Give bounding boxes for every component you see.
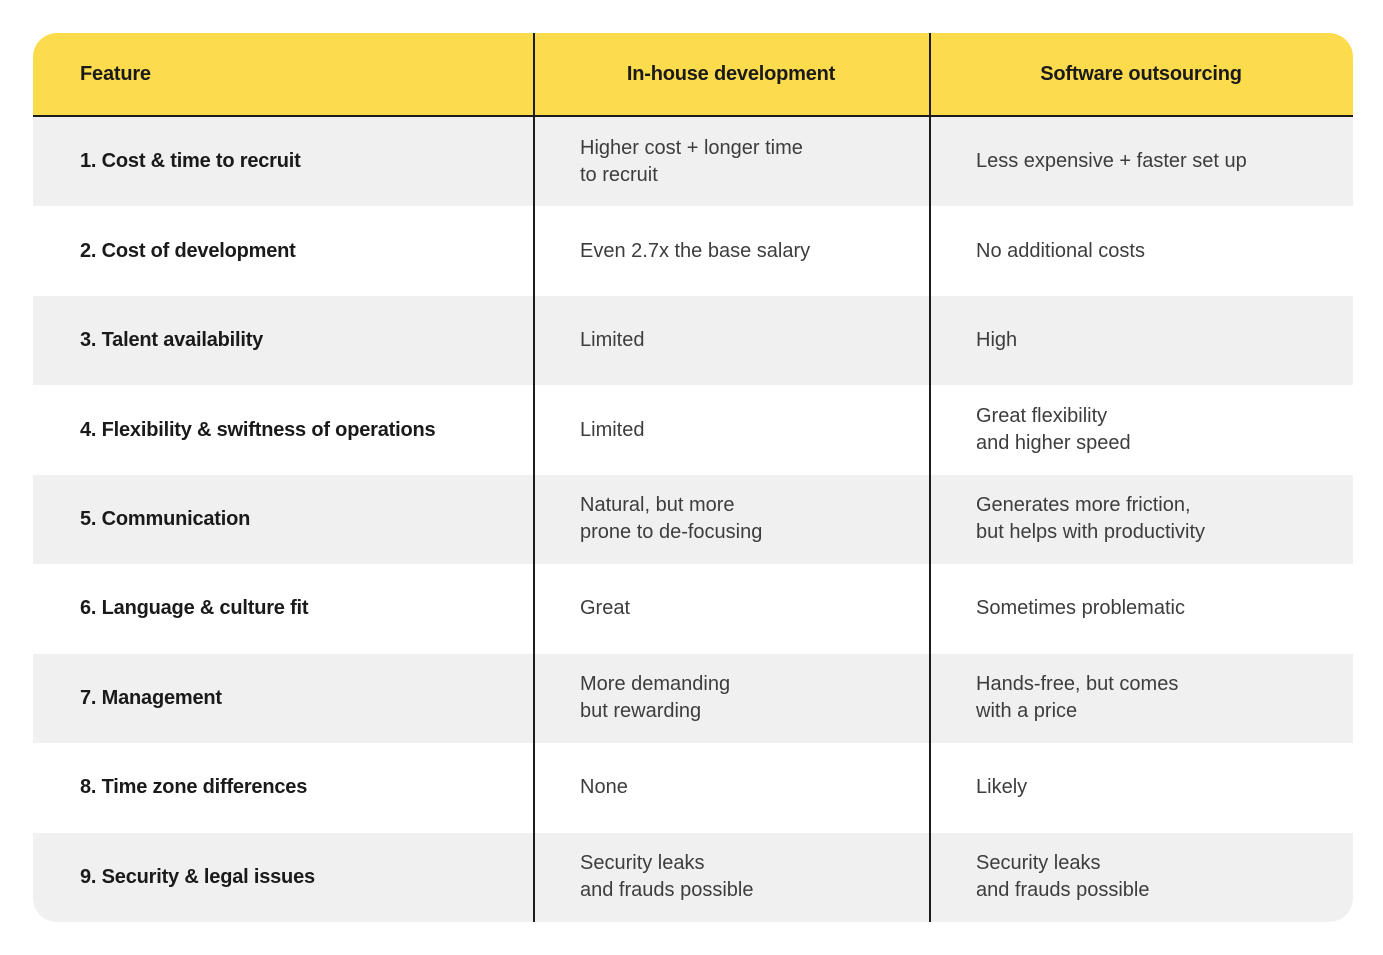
inhouse-cell: Limited	[580, 329, 645, 352]
outsourcing-cell: Generates more friction, but helps with …	[976, 494, 1206, 544]
table-row: 6. Language & culture fit Great Sometime…	[33, 564, 1353, 654]
feature-cell: 4. Flexibility & swiftness of operations	[80, 418, 436, 441]
inhouse-cell: Security leaks and frauds possible	[580, 852, 754, 902]
outsourcing-cell: Security leaks and frauds possible	[976, 852, 1150, 902]
outsourcing-cell: Hands-free, but comes with a price	[976, 673, 1179, 723]
feature-cell: 9. Security & legal issues	[80, 865, 315, 888]
feature-cell: 1. Cost & time to recruit	[80, 150, 301, 173]
column-divider	[929, 33, 931, 922]
feature-cell: 8. Time zone differences	[80, 776, 308, 799]
outsourcing-cell: Less expensive + faster set up	[976, 150, 1247, 173]
table-row: 8. Time zone differences None Likely	[33, 743, 1353, 833]
table-row: 4. Flexibility & swiftness of operations…	[33, 385, 1353, 475]
table-row: 7. Management More demanding but rewardi…	[33, 653, 1353, 744]
table-row: 5. Communication Natural, but more prone…	[33, 474, 1353, 565]
feature-cell: 6. Language & culture fit	[80, 597, 309, 620]
table-row: 1. Cost & time to recruit Higher cost + …	[33, 117, 1353, 207]
inhouse-cell: Great	[580, 597, 631, 620]
feature-cell: 3. Talent availability	[80, 329, 264, 352]
outsourcing-cell: Sometimes problematic	[976, 597, 1185, 620]
comparison-table: Feature In-house development Software ou…	[33, 33, 1353, 922]
feature-cell: 2. Cost of development	[80, 239, 296, 262]
table-row: 9. Security & legal issues Security leak…	[33, 832, 1353, 922]
inhouse-cell: Even 2.7x the base salary	[580, 239, 811, 262]
header-feature: Feature	[80, 62, 151, 85]
header-inhouse: In-house development	[626, 62, 836, 85]
inhouse-cell: Natural, but more prone to de-focusing	[580, 494, 763, 544]
table-row: 2. Cost of development Even 2.7x the bas…	[33, 206, 1353, 296]
outsourcing-cell: No additional costs	[976, 239, 1145, 262]
inhouse-cell: More demanding but rewarding	[580, 673, 731, 723]
feature-cell: 5. Communication	[80, 507, 251, 530]
inhouse-cell: None	[580, 776, 628, 799]
table-header-row: Feature In-house development Software ou…	[33, 33, 1353, 117]
table-row: 3. Talent availability Limited High	[33, 295, 1353, 386]
inhouse-cell: Limited	[580, 418, 645, 441]
column-divider	[533, 33, 535, 922]
inhouse-cell: Higher cost + longer time to recruit	[580, 136, 803, 186]
feature-cell: 7. Management	[80, 686, 222, 709]
header-outsourcing: Software outsourcing	[1040, 62, 1242, 85]
table-body: 1. Cost & time to recruit Higher cost + …	[33, 117, 1353, 922]
outsourcing-cell: Great flexibility and higher speed	[976, 405, 1131, 455]
outsourcing-cell: Likely	[976, 776, 1028, 799]
outsourcing-cell: High	[976, 329, 1018, 352]
